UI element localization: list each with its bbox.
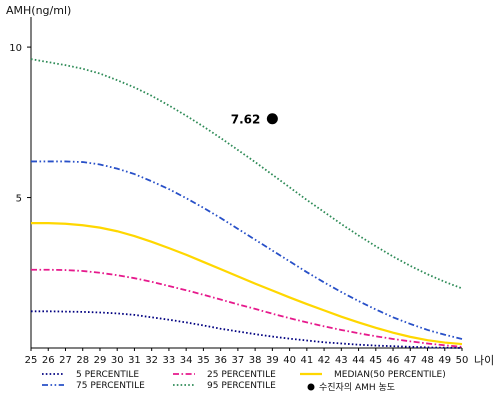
legend-label-95-percentile: 95 PERCENTILE — [207, 381, 276, 391]
series-lines — [30, 58, 463, 349]
y-tick-label: 10 — [9, 43, 22, 54]
x-tick-label: 26 — [42, 355, 55, 366]
x-tick-label: 45 — [369, 355, 382, 366]
legend: 5 PERCENTILE 25 PERCENTILE MEDIAN(50 PERCE… — [42, 370, 446, 393]
x-tick-label: 50 — [456, 355, 469, 366]
x-tick-label: 29 — [94, 355, 107, 366]
x-tick-label: 48 — [421, 355, 434, 366]
x-tick-label: 34 — [180, 355, 193, 366]
x-tick-label: 47 — [404, 355, 417, 366]
x-ticks: 25 26 27 28 29 30 31 32 33 34 35 36 37 38 39 40 41 42 43 44… — [25, 348, 469, 366]
x-tick-label: 40 — [283, 355, 296, 366]
x-tick-label: 33 — [163, 355, 176, 366]
patient-amh-marker — [266, 113, 278, 125]
x-tick-label: 27 — [59, 355, 72, 366]
chart-axes — [30, 17, 462, 349]
x-tick-label: 36 — [214, 355, 227, 366]
y-ticks: 5 10 — [9, 43, 31, 205]
x-tick-label: 38 — [249, 355, 262, 366]
x-tick-label: 46 — [387, 355, 400, 366]
series-line-25-percentile — [31, 268, 463, 348]
x-tick-label: 41 — [300, 355, 313, 366]
x-tick-label: 32 — [145, 355, 158, 366]
series-line-median-50-percentile — [31, 222, 463, 346]
legend-label-5-percentile: 5 PERCENTILE — [76, 370, 139, 380]
x-tick-label: 37 — [232, 355, 245, 366]
x-tick-label: 49 — [438, 355, 451, 366]
x-tick-label: 31 — [128, 355, 141, 366]
x-tick-label: 39 — [266, 355, 279, 366]
legend-swatch-patient-marker — [307, 383, 315, 391]
patient-amh-value-label: 7.62 — [231, 113, 261, 127]
x-tick-label: 43 — [335, 355, 348, 366]
series-line-75-percentile — [31, 160, 463, 340]
legend-label-median-50-percentile: MEDIAN(50 PERCENTILE) — [334, 370, 446, 380]
x-tick-label: 30 — [111, 355, 124, 366]
legend-label-patient-marker: 수진자의 AMH 농도 — [319, 382, 395, 393]
series-line-5-percentile — [31, 310, 463, 349]
patient-marker-group: 7.62 — [231, 113, 278, 127]
x-tick-label: 44 — [352, 355, 365, 366]
legend-label-25-percentile: 25 PERCENTILE — [207, 370, 276, 380]
series-line-95-percentile — [30, 58, 463, 290]
y-tick-label: 5 — [16, 194, 22, 205]
legend-label-75-percentile: 75 PERCENTILE — [76, 381, 145, 391]
y-axis-label: AMH(ng/ml) — [6, 4, 71, 17]
x-axis-label: 나이 — [474, 354, 494, 367]
x-tick-label: 35 — [197, 355, 210, 366]
x-tick-label: 28 — [76, 355, 89, 366]
x-tick-label: 42 — [318, 355, 331, 366]
x-tick-label: 25 — [25, 355, 38, 366]
